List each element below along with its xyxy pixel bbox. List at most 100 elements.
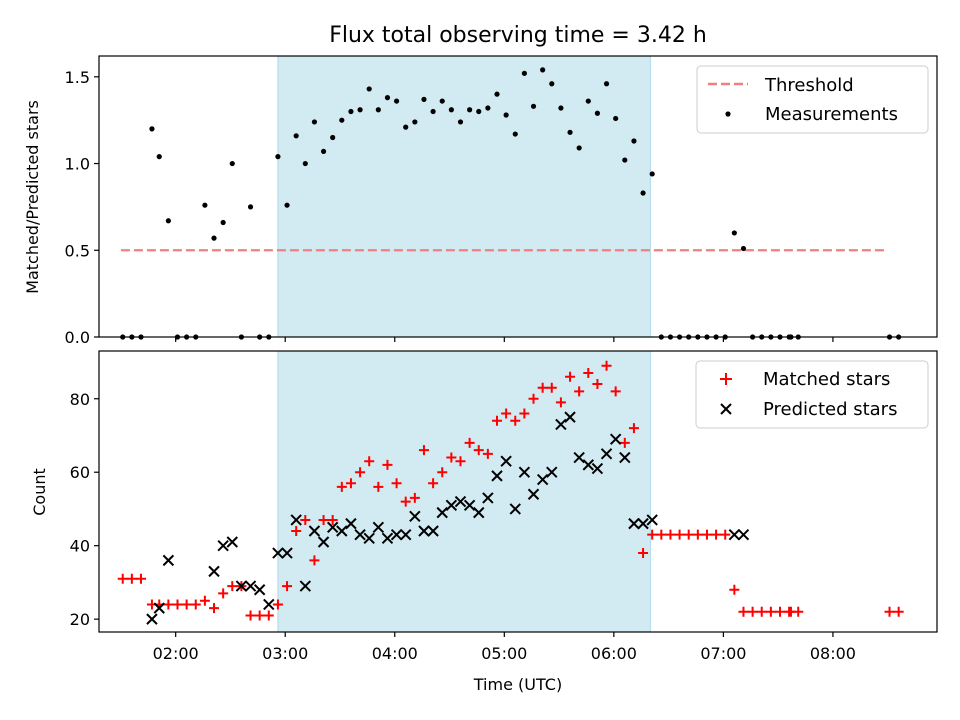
predicted-star-point [263,598,275,611]
x-tick-label: 08:00 [810,644,856,663]
matched-star-point [309,555,320,566]
measurement-point [357,107,363,113]
predicted-star-point [372,521,385,534]
predicted-star-point [637,517,649,530]
matched-star-point [300,514,311,525]
matched-star-point [765,606,776,617]
measurement-point [594,110,601,116]
measurement-point [393,98,400,104]
matched-star-point [135,573,146,584]
matched-star-point [555,397,566,408]
predicted-star-point [418,525,430,537]
matched-star-point [510,415,521,426]
measurement-point [421,96,427,102]
predicted-star-point [146,613,158,625]
matched-star-point [318,514,329,525]
matched-star-point [364,456,375,467]
predicted-star-point [619,451,631,464]
measurement-point [320,148,327,155]
predicted-star-point [582,459,594,471]
predicted-star-point [290,514,302,526]
measurement-point [202,202,208,208]
predicted-star-point [153,602,165,614]
measurement-point [211,235,217,241]
measurement-point [649,171,655,177]
predicted-star-point [235,580,248,592]
matched-star-point [327,514,338,525]
y-tick-label: 60 [70,463,90,482]
counts-y-axis-label: Count [30,468,49,516]
ratio-legend: Threshold Measurements [696,65,929,134]
predicted-star-point [326,521,339,534]
measurement-point [311,119,318,125]
matched-star-point [738,606,749,617]
matched-star-point [601,360,612,371]
matched-star-point [793,606,804,617]
predicted-star-point [390,528,403,541]
predicted-star-point [244,580,257,592]
matched-star-point [592,379,603,390]
measurement-point [567,129,573,135]
matched-star-point [546,382,557,393]
predicted-star-point [737,528,750,541]
measurement-point [640,190,646,196]
predicted-star-point [308,525,321,537]
measurement-point [549,81,555,87]
matched-star-point [482,448,493,459]
predicted-star-point [573,451,585,464]
matched-star-point [619,437,630,448]
matched-star-point [355,467,366,478]
measurement-point [348,108,354,115]
predicted-legend-swatch [720,403,732,415]
measurement-point [293,133,299,139]
observing-window-shade [277,55,651,338]
ratio-panel: 0.0 0.5 1.0 1.5 Matched/Predicted stars Thr… [23,55,938,347]
matched-star-point [291,525,302,536]
measurement-point [521,70,527,76]
predicted-star-point [536,473,549,486]
measurement-point [156,154,162,160]
matched-star-point [190,599,201,610]
observing-window-band [277,55,651,338]
matched-star-point [537,382,548,393]
matched-star-point [720,529,731,540]
measurement-point [229,160,235,167]
measurement-point [485,105,491,111]
matched-star-point [519,408,530,419]
matched-star-point [893,606,904,617]
predicted-star-point [728,528,741,541]
matched-star-point [282,581,293,592]
measurement-point [412,119,418,125]
predicted-star-point [162,554,175,567]
measurement-point [558,105,564,111]
predicted-star-point [482,492,494,504]
matched-star-point [245,610,256,621]
matched-star-point [501,408,512,419]
matched-star-point [638,548,649,559]
counts-y-ticks: 20 40 60 80 [70,390,99,629]
matched-star-point [428,478,439,489]
predicted-star-point [400,528,412,541]
matched-star-point [565,371,576,382]
matched-star-point [263,610,274,621]
predicted-star-point [591,462,604,475]
predicted-star-point [646,514,658,526]
matched-star-point [409,492,420,503]
measurement-point [576,145,582,151]
measurement-point [631,138,637,144]
measurement-point [439,98,445,104]
matched-star-point [199,595,210,606]
predicted-star-point [226,536,238,548]
ratio-x-ticks [175,337,834,342]
matched-star-point [692,529,703,540]
matched-star-point [884,606,895,617]
matched-star-point [610,386,621,397]
matched-star-point [729,584,740,595]
measurement-point [622,157,628,163]
predicted-star-point [491,470,503,482]
matched-star-point [272,599,283,610]
measurement-point [366,86,372,92]
predicted-star-point [473,506,485,519]
matched-star-point [756,606,767,617]
measurement-point [540,67,546,73]
